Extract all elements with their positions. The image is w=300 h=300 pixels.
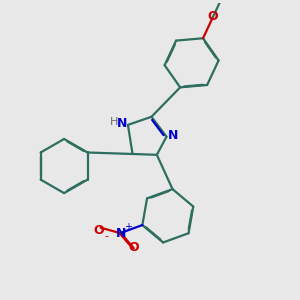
Text: -: - [105, 231, 109, 241]
Text: O: O [128, 241, 139, 254]
Text: H: H [110, 117, 118, 127]
Text: N: N [168, 129, 178, 142]
Text: N: N [117, 117, 127, 130]
Text: O: O [93, 224, 104, 237]
Text: +: + [124, 222, 133, 232]
Text: N: N [116, 226, 127, 240]
Text: O: O [208, 11, 218, 23]
